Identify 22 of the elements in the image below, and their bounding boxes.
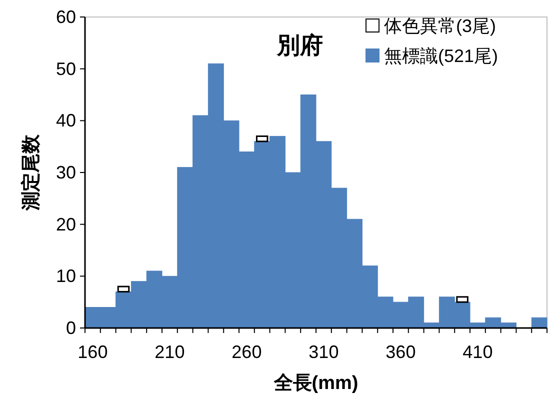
y-tick-label: 0 xyxy=(66,318,76,338)
x-tick-label: 410 xyxy=(462,342,493,362)
x-tick-label: 160 xyxy=(78,342,108,362)
x-tick-label: 360 xyxy=(386,342,416,362)
y-tick-label: 50 xyxy=(56,58,76,79)
x-tick-label: 310 xyxy=(308,342,339,362)
x-tick-label: 210 xyxy=(154,342,185,362)
legend-label: 体色異常(3尾) xyxy=(384,16,496,36)
y-tick-label: 20 xyxy=(56,214,76,234)
y-tick-label: 10 xyxy=(56,266,76,286)
legend-label: 無標識(521尾) xyxy=(384,46,498,66)
bar xyxy=(117,286,130,292)
y-tick-label: 30 xyxy=(56,162,76,182)
bar xyxy=(456,296,468,303)
bar xyxy=(256,135,268,142)
y-axis-title: 測定尾数 xyxy=(20,134,42,212)
text: 別府 xyxy=(276,32,323,58)
y-tick-label: 40 xyxy=(56,110,76,131)
x-tick-label: 260 xyxy=(232,342,262,362)
bar xyxy=(531,317,548,328)
x-axis-title: 全長(mm) xyxy=(272,373,358,394)
y-tick-label: 60 xyxy=(56,7,76,27)
